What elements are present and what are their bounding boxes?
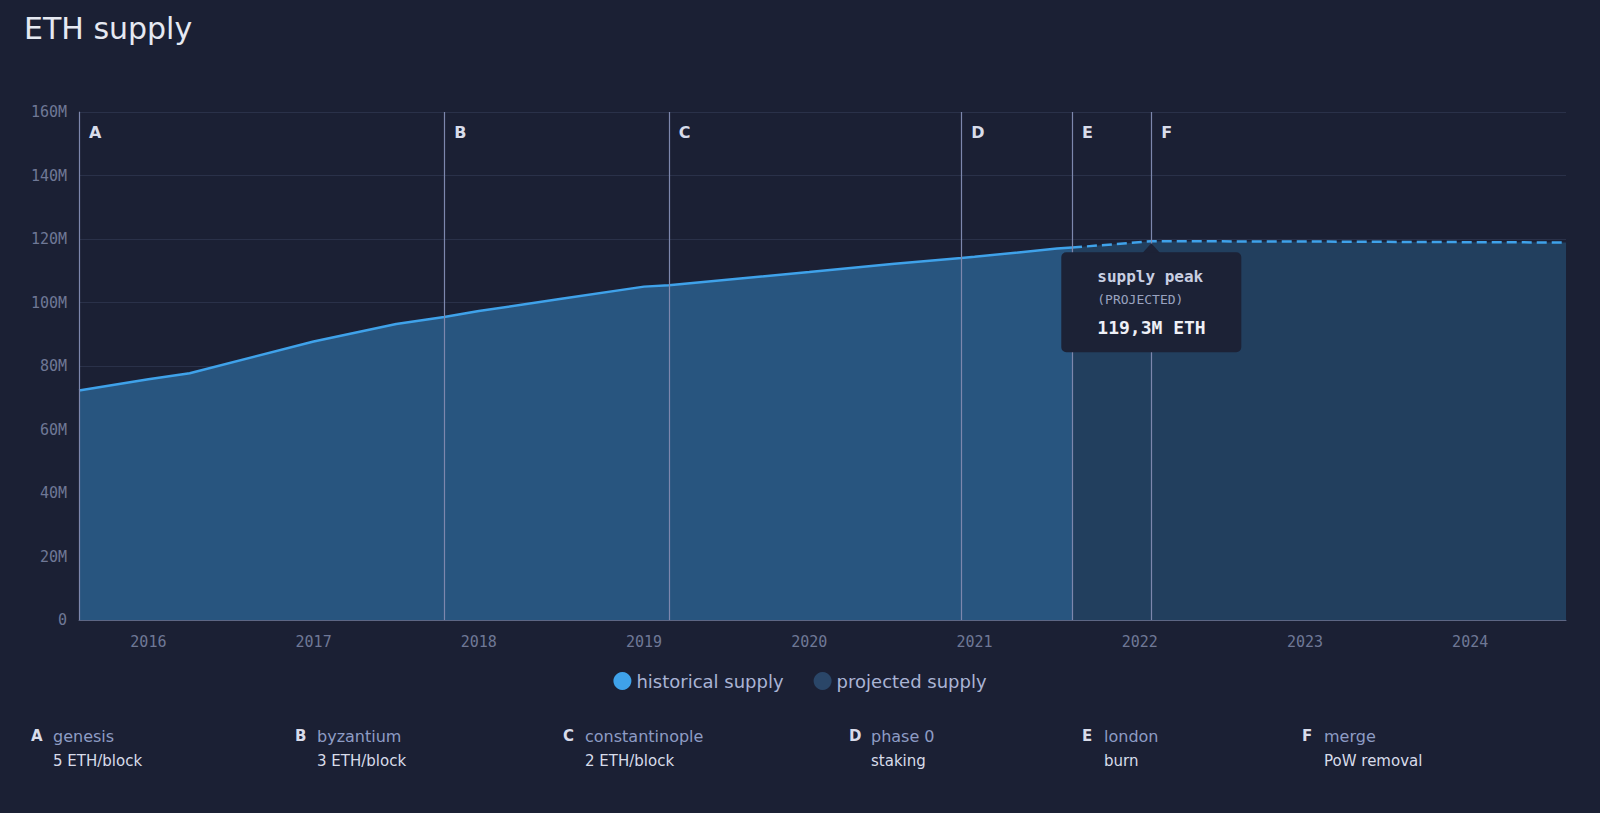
svg-text:B: B	[295, 727, 306, 745]
svg-text:C: C	[563, 727, 574, 745]
svg-text:genesis: genesis	[53, 727, 114, 746]
svg-text:byzantium: byzantium	[317, 727, 401, 746]
svg-text:PoW removal: PoW removal	[1324, 752, 1422, 770]
svg-text:100M: 100M	[31, 294, 67, 312]
svg-text:burn: burn	[1104, 752, 1138, 770]
svg-text:staking: staking	[871, 752, 926, 770]
svg-text:historical supply: historical supply	[636, 671, 784, 692]
svg-text:3 ETH/block: 3 ETH/block	[317, 752, 406, 770]
svg-text:40M: 40M	[40, 484, 67, 502]
svg-text:2016: 2016	[130, 633, 166, 651]
svg-text:2023: 2023	[1287, 633, 1323, 651]
svg-text:2021: 2021	[956, 633, 992, 651]
svg-text:F: F	[1302, 727, 1312, 745]
svg-text:80M: 80M	[40, 357, 67, 375]
svg-text:E: E	[1082, 727, 1092, 745]
svg-text:0: 0	[58, 611, 67, 629]
svg-text:(PROJECTED): (PROJECTED)	[1097, 292, 1183, 307]
svg-text:140M: 140M	[31, 167, 67, 185]
svg-text:2018: 2018	[461, 633, 497, 651]
svg-text:2017: 2017	[296, 633, 332, 651]
svg-text:D: D	[971, 123, 984, 142]
svg-text:projected supply: projected supply	[837, 671, 987, 692]
svg-text:phase 0: phase 0	[871, 727, 935, 746]
svg-text:119,3M ETH: 119,3M ETH	[1097, 317, 1205, 338]
svg-text:A: A	[89, 123, 102, 142]
svg-text:merge: merge	[1324, 727, 1376, 746]
svg-text:2020: 2020	[791, 633, 827, 651]
svg-text:2019: 2019	[626, 633, 662, 651]
svg-text:5 ETH/block: 5 ETH/block	[53, 752, 142, 770]
svg-text:london: london	[1104, 727, 1158, 746]
svg-text:20M: 20M	[40, 548, 67, 566]
svg-text:D: D	[849, 727, 861, 745]
svg-text:120M: 120M	[31, 230, 67, 248]
svg-text:ETH supply: ETH supply	[24, 11, 192, 46]
svg-text:2024: 2024	[1452, 633, 1488, 651]
svg-text:C: C	[679, 123, 691, 142]
svg-text:60M: 60M	[40, 421, 67, 439]
svg-text:2 ETH/block: 2 ETH/block	[585, 752, 674, 770]
svg-text:constantinople: constantinople	[585, 727, 703, 746]
svg-text:2022: 2022	[1122, 633, 1158, 651]
svg-text:E: E	[1082, 123, 1093, 142]
svg-text:supply peak: supply peak	[1097, 267, 1203, 286]
svg-text:F: F	[1161, 123, 1172, 142]
svg-text:B: B	[454, 123, 466, 142]
svg-text:160M: 160M	[31, 103, 67, 121]
svg-text:A: A	[31, 727, 43, 745]
